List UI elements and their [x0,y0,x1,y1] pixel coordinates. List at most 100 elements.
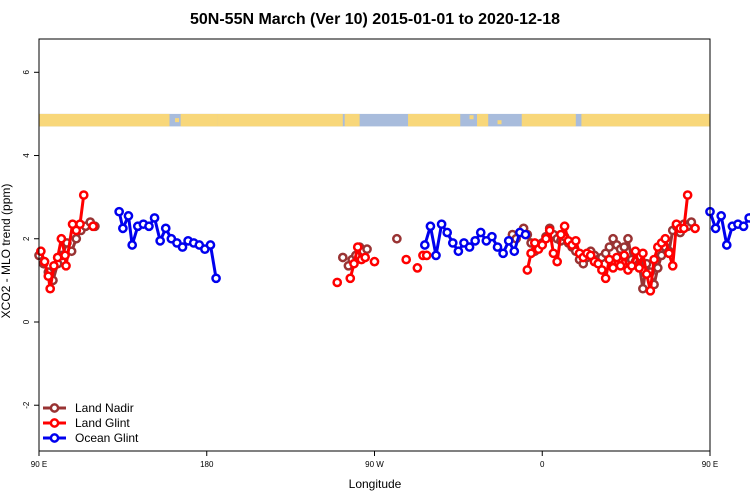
data-point [552,256,563,267]
data-point [738,221,749,232]
data-point [664,248,674,259]
data-point [623,233,633,244]
data-point [634,263,645,273]
data-point [604,254,615,265]
data-point [744,213,750,223]
data-point [638,283,648,294]
land-segment [521,113,576,127]
data-point [352,242,363,252]
data-point [447,238,458,248]
data-point [360,252,371,263]
data-point [88,221,98,232]
x-axis: 90 E 180 90 W 0 90 E [31,451,718,469]
data-point [75,219,85,230]
data-point [401,254,412,265]
data-point [52,252,63,263]
legend-swatch-marker [49,418,60,428]
legend-item-ocean-glint: Ocean Glint [43,431,139,445]
y-axis: -2 0 2 4 6 [22,70,39,409]
data-point [509,246,520,257]
data-point [611,252,622,263]
legend-item-land-glint: Land Glint [43,416,130,430]
data-point [61,260,71,271]
data-point [39,256,50,267]
x-tick-label: 0 [540,460,545,469]
data-point [645,285,656,296]
data-point [656,250,667,261]
data-point [597,265,607,275]
y-tick-label: 0 [22,319,31,324]
land-segment [581,113,710,127]
data-point [470,235,480,246]
data-point [49,260,59,271]
data-point [349,258,359,269]
data-point [114,206,124,217]
data-point [716,211,727,221]
data-point [604,242,615,252]
data-point [615,260,626,271]
x-tick-label: 90 E [702,460,718,469]
data-point [667,260,678,271]
data-point [144,221,154,232]
legend-swatch-marker [49,433,60,443]
x-axis-label: Longitude [349,477,402,491]
data-point [600,273,611,284]
data-point [649,254,659,265]
data-point [369,256,380,267]
data-point [345,273,356,284]
data-point [36,246,46,257]
data-point [78,190,89,200]
data-point [123,211,134,221]
data-point [337,252,348,263]
y-tick-label: 4 [22,153,31,158]
data-point [619,250,630,261]
land-segment [344,113,360,127]
data-point [392,233,402,244]
x-tick-label: 90 W [365,460,384,469]
data-point [160,223,171,234]
data-point [419,240,430,250]
data-point [526,248,536,259]
data-point [332,277,343,288]
y-tick-label: 2 [22,236,31,241]
data-point [453,246,464,257]
y-axis-label: XCO2 - MLO trend (ppm) [0,184,13,319]
land-speck [469,115,474,120]
data-point [541,233,551,244]
data-point [127,240,138,250]
data-point [682,190,693,200]
data-point [619,242,630,252]
legend-item-land-nadir: Land Nadir [43,401,134,415]
data-point [211,273,221,284]
legend-swatch-marker [49,403,60,413]
x-tick-label: 90 E [31,460,47,469]
land-speck [562,113,567,118]
data-point [412,263,423,273]
series-layer [34,190,750,296]
data-point [492,242,503,252]
data-point [43,271,54,282]
data-point [503,235,514,246]
data-point [710,223,721,234]
data-point [570,235,581,246]
data-point [118,223,128,234]
land-speck [674,116,679,121]
legend-label: Ocean Glint [75,431,139,445]
data-point [652,263,663,273]
land-speck [175,118,180,123]
data-point [56,233,67,244]
data-point [641,269,652,279]
data-point [442,227,453,238]
legend-label: Land Glint [75,416,130,430]
x-tick-label: 180 [200,460,214,469]
data-point [421,250,432,261]
land-segment [180,113,218,127]
data-point [425,221,436,232]
data-point [45,283,56,294]
series-land-glint [36,190,700,296]
land-speck [497,120,502,125]
data-point [436,219,447,230]
data-point [626,260,637,271]
